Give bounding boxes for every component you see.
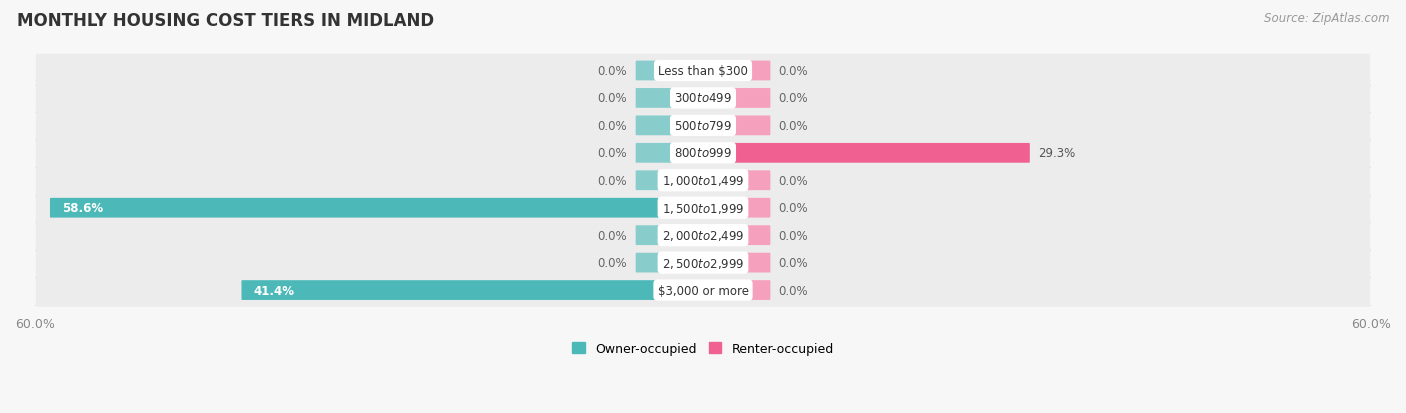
Text: $1,000 to $1,499: $1,000 to $1,499 bbox=[662, 174, 744, 188]
Text: MONTHLY HOUSING COST TIERS IN MIDLAND: MONTHLY HOUSING COST TIERS IN MIDLAND bbox=[17, 12, 434, 30]
FancyBboxPatch shape bbox=[703, 116, 770, 136]
Text: 0.0%: 0.0% bbox=[598, 147, 627, 160]
FancyBboxPatch shape bbox=[636, 89, 703, 109]
Text: 0.0%: 0.0% bbox=[598, 256, 627, 269]
FancyBboxPatch shape bbox=[703, 144, 1029, 163]
FancyBboxPatch shape bbox=[703, 226, 770, 245]
FancyBboxPatch shape bbox=[242, 280, 703, 300]
Text: 0.0%: 0.0% bbox=[779, 174, 808, 188]
Legend: Owner-occupied, Renter-occupied: Owner-occupied, Renter-occupied bbox=[568, 337, 838, 360]
FancyBboxPatch shape bbox=[35, 164, 1371, 197]
Text: 0.0%: 0.0% bbox=[598, 120, 627, 133]
FancyBboxPatch shape bbox=[35, 219, 1371, 252]
Text: Less than $300: Less than $300 bbox=[658, 65, 748, 78]
Text: 29.3%: 29.3% bbox=[1038, 147, 1076, 160]
Text: 0.0%: 0.0% bbox=[779, 284, 808, 297]
Text: 58.6%: 58.6% bbox=[62, 202, 103, 215]
FancyBboxPatch shape bbox=[636, 144, 703, 163]
FancyBboxPatch shape bbox=[35, 82, 1371, 115]
Text: 0.0%: 0.0% bbox=[779, 92, 808, 105]
FancyBboxPatch shape bbox=[35, 192, 1371, 225]
Text: 0.0%: 0.0% bbox=[598, 174, 627, 188]
Text: 0.0%: 0.0% bbox=[779, 229, 808, 242]
FancyBboxPatch shape bbox=[703, 89, 770, 109]
Text: 0.0%: 0.0% bbox=[779, 202, 808, 215]
Text: $800 to $999: $800 to $999 bbox=[673, 147, 733, 160]
Text: $3,000 or more: $3,000 or more bbox=[658, 284, 748, 297]
Text: 0.0%: 0.0% bbox=[598, 229, 627, 242]
Text: Source: ZipAtlas.com: Source: ZipAtlas.com bbox=[1264, 12, 1389, 25]
FancyBboxPatch shape bbox=[636, 171, 703, 191]
FancyBboxPatch shape bbox=[35, 55, 1371, 88]
Text: $300 to $499: $300 to $499 bbox=[673, 92, 733, 105]
FancyBboxPatch shape bbox=[35, 274, 1371, 307]
FancyBboxPatch shape bbox=[35, 137, 1371, 170]
FancyBboxPatch shape bbox=[703, 253, 770, 273]
FancyBboxPatch shape bbox=[35, 109, 1371, 143]
Text: 0.0%: 0.0% bbox=[598, 65, 627, 78]
FancyBboxPatch shape bbox=[636, 116, 703, 136]
Text: $500 to $799: $500 to $799 bbox=[673, 120, 733, 133]
FancyBboxPatch shape bbox=[703, 62, 770, 81]
Text: $2,500 to $2,999: $2,500 to $2,999 bbox=[662, 256, 744, 270]
Text: 0.0%: 0.0% bbox=[779, 120, 808, 133]
FancyBboxPatch shape bbox=[636, 62, 703, 81]
Text: 0.0%: 0.0% bbox=[779, 65, 808, 78]
FancyBboxPatch shape bbox=[636, 253, 703, 273]
Text: 0.0%: 0.0% bbox=[598, 92, 627, 105]
FancyBboxPatch shape bbox=[703, 198, 770, 218]
Text: 0.0%: 0.0% bbox=[779, 256, 808, 269]
Text: $2,000 to $2,499: $2,000 to $2,499 bbox=[662, 229, 744, 242]
FancyBboxPatch shape bbox=[51, 198, 703, 218]
Text: $1,500 to $1,999: $1,500 to $1,999 bbox=[662, 201, 744, 215]
FancyBboxPatch shape bbox=[703, 280, 770, 300]
FancyBboxPatch shape bbox=[703, 171, 770, 191]
FancyBboxPatch shape bbox=[636, 226, 703, 245]
Text: 41.4%: 41.4% bbox=[253, 284, 294, 297]
FancyBboxPatch shape bbox=[35, 246, 1371, 280]
